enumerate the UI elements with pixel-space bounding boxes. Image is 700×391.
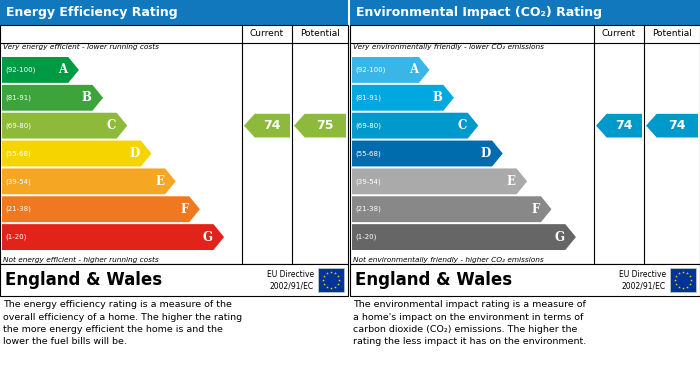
Text: (92-100): (92-100) (5, 67, 36, 73)
Text: (21-38): (21-38) (5, 206, 31, 212)
Text: 74: 74 (264, 119, 281, 132)
Text: E: E (155, 175, 164, 188)
Text: Potential: Potential (300, 29, 340, 38)
Text: (92-100): (92-100) (355, 67, 386, 73)
Text: (81-91): (81-91) (355, 95, 381, 101)
Bar (350, 0, 700, 25)
Text: D: D (481, 147, 491, 160)
Text: C: C (106, 119, 116, 132)
Text: England & Wales: England & Wales (5, 271, 162, 289)
Text: Not environmentally friendly - higher CO₂ emissions: Not environmentally friendly - higher CO… (353, 257, 544, 263)
Polygon shape (2, 57, 79, 83)
Text: (39-54): (39-54) (5, 178, 31, 185)
Polygon shape (352, 169, 527, 194)
Polygon shape (2, 141, 151, 167)
Text: D: D (130, 147, 140, 160)
Text: (69-80): (69-80) (355, 122, 381, 129)
Text: B: B (433, 91, 442, 104)
Bar (318, 268, 344, 292)
Text: (1-20): (1-20) (5, 234, 27, 240)
Text: Energy Efficiency Rating: Energy Efficiency Rating (6, 6, 178, 19)
Polygon shape (352, 141, 503, 167)
Text: C: C (457, 119, 467, 132)
Polygon shape (352, 57, 430, 83)
Text: (1-20): (1-20) (355, 234, 377, 240)
Text: Current: Current (602, 29, 636, 38)
Polygon shape (2, 85, 103, 111)
Polygon shape (2, 113, 127, 138)
Text: The environmental impact rating is a measure of
a home's impact on the environme: The environmental impact rating is a mea… (353, 300, 587, 346)
Bar (0, 264, 348, 296)
Text: Not energy efficient - higher running costs: Not energy efficient - higher running co… (3, 257, 159, 263)
Polygon shape (244, 114, 290, 138)
Text: 74: 74 (615, 119, 633, 132)
Text: F: F (532, 203, 540, 216)
Text: Current: Current (250, 29, 284, 38)
Text: EU Directive
2002/91/EC: EU Directive 2002/91/EC (619, 270, 666, 291)
Polygon shape (352, 196, 552, 222)
Polygon shape (596, 114, 642, 138)
Polygon shape (352, 224, 576, 250)
Text: F: F (180, 203, 188, 216)
Bar (350, 25, 700, 264)
Text: G: G (202, 231, 213, 244)
Text: (55-68): (55-68) (5, 150, 31, 157)
Text: 75: 75 (316, 119, 334, 132)
Polygon shape (2, 196, 200, 222)
Polygon shape (2, 224, 224, 250)
Text: Environmental Impact (CO₂) Rating: Environmental Impact (CO₂) Rating (356, 6, 602, 19)
Polygon shape (646, 114, 698, 138)
Text: EU Directive
2002/91/EC: EU Directive 2002/91/EC (267, 270, 314, 291)
Text: 74: 74 (668, 119, 686, 132)
Polygon shape (2, 169, 176, 194)
Text: (55-68): (55-68) (355, 150, 381, 157)
Bar (350, 264, 700, 296)
Text: A: A (58, 63, 67, 76)
Text: England & Wales: England & Wales (355, 271, 512, 289)
Polygon shape (352, 113, 478, 138)
Text: The energy efficiency rating is a measure of the
overall efficiency of a home. T: The energy efficiency rating is a measur… (3, 300, 242, 346)
Text: B: B (82, 91, 92, 104)
Text: (81-91): (81-91) (5, 95, 31, 101)
Text: G: G (554, 231, 564, 244)
Bar (0, 25, 348, 264)
Text: Very environmentally friendly - lower CO₂ emissions: Very environmentally friendly - lower CO… (353, 44, 544, 50)
Text: A: A (409, 63, 418, 76)
Text: Very energy efficient - lower running costs: Very energy efficient - lower running co… (3, 44, 159, 50)
Polygon shape (294, 114, 346, 138)
Bar (0, 0, 348, 25)
Text: (21-38): (21-38) (355, 206, 381, 212)
Bar (670, 268, 696, 292)
Text: Potential: Potential (652, 29, 692, 38)
Text: E: E (507, 175, 515, 188)
Polygon shape (352, 85, 454, 111)
Text: (69-80): (69-80) (5, 122, 31, 129)
Text: (39-54): (39-54) (355, 178, 381, 185)
